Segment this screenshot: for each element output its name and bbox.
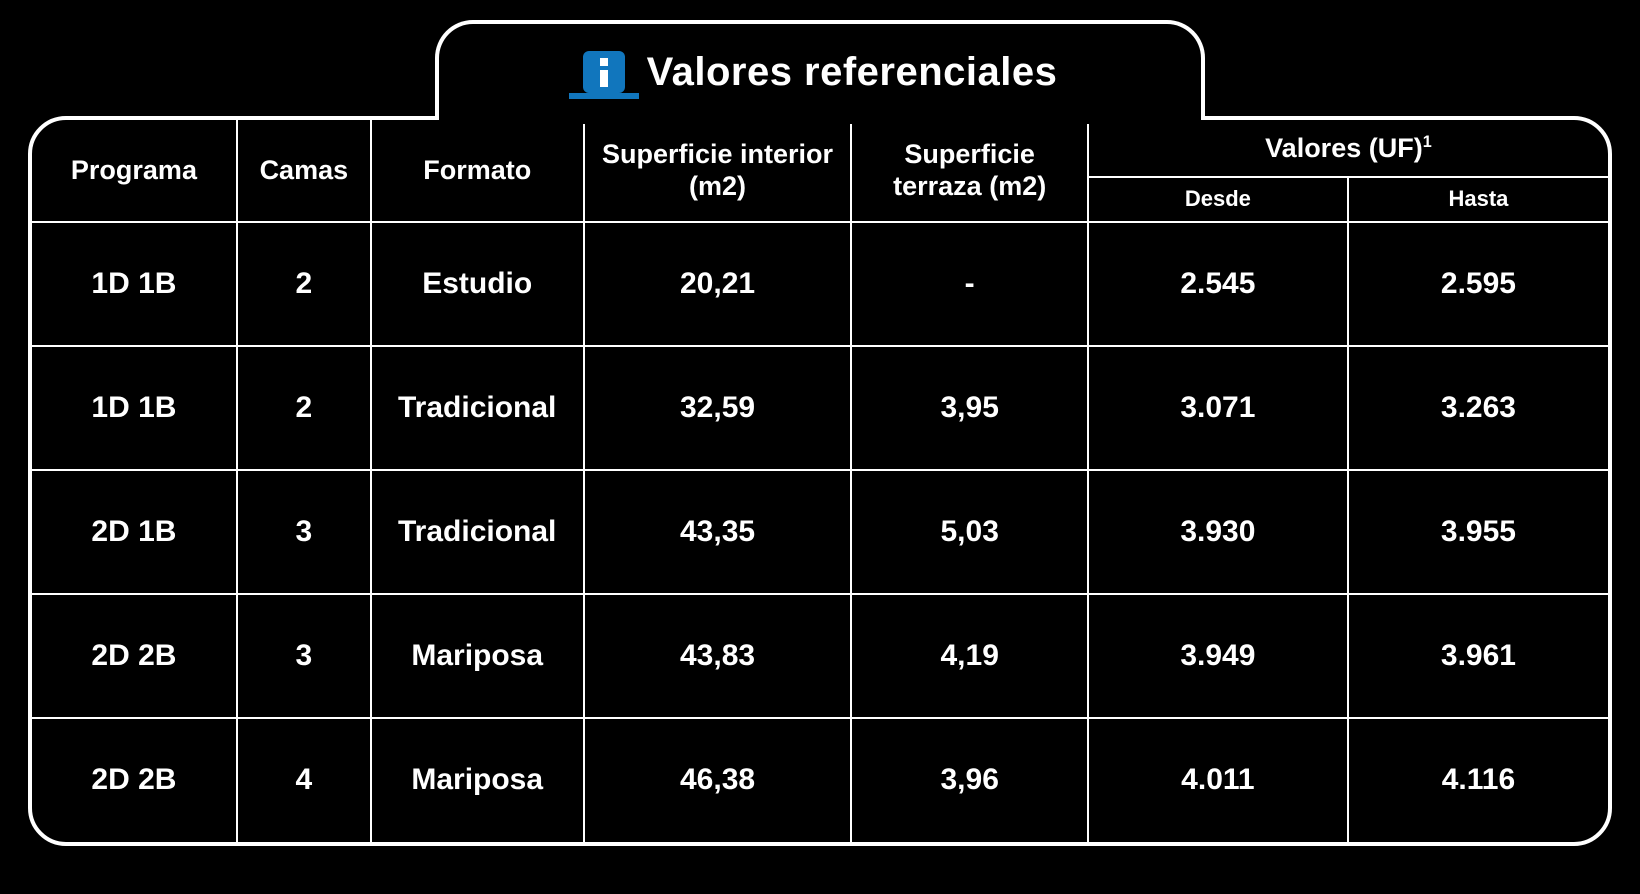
th-desde: Desde [1088, 177, 1348, 221]
cell-desde: 4.011 [1088, 718, 1348, 842]
cell-superficie-terraza: 3,95 [851, 346, 1087, 470]
cell-hasta: 4.116 [1348, 718, 1608, 842]
cell-superficie-terraza: 4,19 [851, 594, 1087, 718]
table-row: 2D 2B 4 Mariposa 46,38 3,96 4.011 4.116 [32, 718, 1608, 842]
cell-hasta: 2.595 [1348, 222, 1608, 346]
table-row: 2D 1B 3 Tradicional 43,35 5,03 3.930 3.9… [32, 470, 1608, 594]
title-text: Valores referenciales [647, 50, 1058, 95]
cell-programa: 1D 1B [32, 346, 237, 470]
info-icon-underline [569, 93, 639, 99]
cell-programa: 1D 1B [32, 222, 237, 346]
cell-formato: Estudio [371, 222, 584, 346]
cell-superficie-terraza: 5,03 [851, 470, 1087, 594]
cell-camas: 4 [237, 718, 371, 842]
cell-superficie-interior: 43,35 [584, 470, 852, 594]
th-superficie-terraza: Superficie terraza (m2) [851, 120, 1087, 222]
cell-formato: Mariposa [371, 718, 584, 842]
table-row: 2D 2B 3 Mariposa 43,83 4,19 3.949 3.961 [32, 594, 1608, 718]
table-row: 1D 1B 2 Estudio 20,21 - 2.545 2.595 [32, 222, 1608, 346]
cell-superficie-interior: 46,38 [584, 718, 852, 842]
cell-desde: 3.071 [1088, 346, 1348, 470]
cell-hasta: 3.263 [1348, 346, 1608, 470]
cell-camas: 2 [237, 346, 371, 470]
cell-superficie-interior: 32,59 [584, 346, 852, 470]
cell-camas: 3 [237, 470, 371, 594]
th-valores-group: Valores (UF)1 [1088, 120, 1608, 177]
cell-superficie-interior: 43,83 [584, 594, 852, 718]
cell-formato: Tradicional [371, 346, 584, 470]
table-row: 1D 1B 2 Tradicional 32,59 3,95 3.071 3.2… [32, 346, 1608, 470]
page-root: Valores referenciales Programa Camas For… [0, 0, 1640, 894]
title-inner: Valores referenciales [583, 50, 1058, 95]
cell-formato: Tradicional [371, 470, 584, 594]
cell-hasta: 3.955 [1348, 470, 1608, 594]
info-icon [583, 51, 625, 93]
th-superficie-interior: Superficie interior (m2) [584, 120, 852, 222]
cell-superficie-terraza: 3,96 [851, 718, 1087, 842]
cell-camas: 2 [237, 222, 371, 346]
cell-superficie-interior: 20,21 [584, 222, 852, 346]
cell-desde: 3.930 [1088, 470, 1348, 594]
cell-desde: 3.949 [1088, 594, 1348, 718]
table-panel: Programa Camas Formato Superficie interi… [28, 116, 1612, 846]
th-valores-label: Valores (UF) [1265, 133, 1423, 163]
cell-camas: 3 [237, 594, 371, 718]
cell-formato: Mariposa [371, 594, 584, 718]
cell-hasta: 3.961 [1348, 594, 1608, 718]
values-table: Programa Camas Formato Superficie interi… [32, 120, 1608, 842]
cell-programa: 2D 2B [32, 718, 237, 842]
th-camas: Camas [237, 120, 371, 222]
cell-programa: 2D 1B [32, 470, 237, 594]
th-programa: Programa [32, 120, 237, 222]
th-valores-sup: 1 [1423, 133, 1432, 151]
cell-programa: 2D 2B [32, 594, 237, 718]
th-hasta: Hasta [1348, 177, 1608, 221]
cell-superficie-terraza: - [851, 222, 1087, 346]
cell-desde: 2.545 [1088, 222, 1348, 346]
th-formato: Formato [371, 120, 584, 222]
title-tab: Valores referenciales [435, 20, 1205, 120]
